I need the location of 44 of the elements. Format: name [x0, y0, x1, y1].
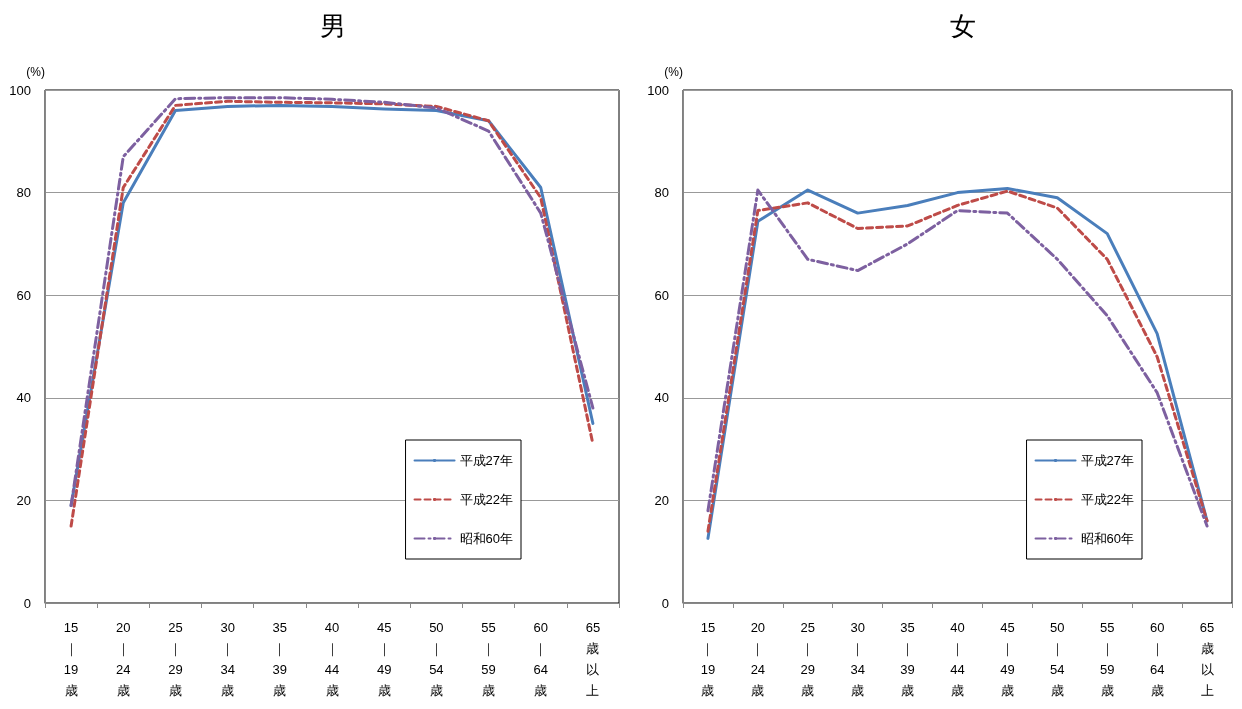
x-tick-label: 55｜59歳 — [1099, 620, 1115, 698]
y-axis-title: (%) — [664, 65, 683, 79]
x-tick-label: 20｜24歳 — [750, 620, 766, 698]
x-tick-label: 30｜34歳 — [850, 620, 865, 698]
y-tick-label: 0 — [661, 595, 669, 611]
x-tick-label: 20｜24歳 — [116, 620, 131, 698]
y-tick-label: 80 — [654, 185, 669, 201]
x-tick-label: 35｜39歳 — [272, 620, 288, 698]
x-tick-label: 25｜29歳 — [168, 620, 183, 698]
legend-label: 平成22年 — [1080, 492, 1135, 507]
x-tick-label: 35｜39歳 — [900, 620, 915, 698]
y-tick-label: 40 — [16, 390, 31, 406]
y-tick-label: 60 — [16, 287, 31, 303]
x-tick-label: 40｜44歳 — [950, 620, 965, 698]
chart-title: 男 — [320, 11, 346, 41]
x-tick-label: 50｜54歳 — [1050, 620, 1065, 698]
x-tick-label: 15｜19歳 — [63, 620, 79, 698]
y-tick-label: 40 — [654, 390, 669, 406]
x-tick-label: 15｜19歳 — [700, 620, 716, 698]
legend-label: 平成22年 — [459, 492, 514, 507]
y-tick-label: 20 — [16, 492, 31, 508]
x-tick-label: 65歳以上 — [585, 620, 601, 698]
y-tick-label: 100 — [647, 82, 669, 98]
y-tick-label: 60 — [654, 287, 669, 303]
y-tick-label: 0 — [23, 595, 31, 611]
chart-title: 女 — [949, 11, 976, 41]
y-axis-title: (%) — [26, 65, 45, 79]
x-tick-label: 55｜59歳 — [481, 620, 496, 698]
x-tick-label: 30｜34歳 — [220, 620, 235, 698]
legend-label: 平成27年 — [1080, 453, 1135, 468]
x-tick-label: 65歳以上 — [1199, 620, 1215, 698]
x-tick-label: 45｜49歳 — [376, 620, 392, 698]
x-tick-label: 45｜49歳 — [1000, 620, 1015, 698]
x-tick-label: 60｜64歳 — [1149, 620, 1165, 698]
x-tick-label: 60｜64歳 — [533, 620, 548, 698]
x-tick-label: 25｜29歳 — [800, 620, 816, 698]
y-tick-label: 100 — [9, 82, 31, 98]
y-tick-label: 80 — [16, 185, 31, 201]
legend-label: 昭和60年 — [1080, 531, 1135, 546]
legend-label: 昭和60年 — [459, 531, 514, 546]
x-tick-label: 50｜54歳 — [429, 620, 444, 698]
x-tick-label: 40｜44歳 — [324, 620, 340, 698]
y-tick-label: 20 — [654, 492, 669, 508]
legend-label: 平成27年 — [459, 453, 514, 468]
